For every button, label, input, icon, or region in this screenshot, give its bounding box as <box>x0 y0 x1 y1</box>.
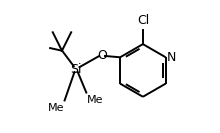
Text: Cl: Cl <box>137 14 149 27</box>
Text: Me: Me <box>48 103 64 113</box>
Text: Me: Me <box>87 95 103 105</box>
Text: N: N <box>166 51 176 64</box>
Text: Si: Si <box>70 63 82 76</box>
Text: O: O <box>97 49 107 63</box>
